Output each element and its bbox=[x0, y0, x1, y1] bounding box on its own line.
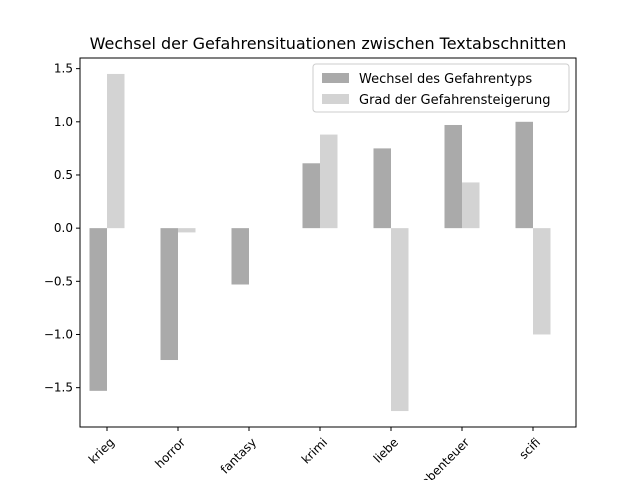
bar-krieg-series-2 bbox=[107, 73, 125, 229]
legend-label-1: Wechsel des Gefahrentyps bbox=[359, 72, 532, 87]
y-axis: −1.5 −1.0 −0.5 0.0 0.5 1.0 1.5 bbox=[44, 62, 80, 395]
y-tick-label: 0.0 bbox=[54, 221, 73, 235]
bar-scifi-series-1 bbox=[515, 121, 533, 229]
bar-krieg-series-1 bbox=[89, 228, 107, 391]
legend-box bbox=[312, 63, 570, 113]
legend-swatch-1 bbox=[322, 73, 349, 83]
bar-scifi-series-2 bbox=[533, 228, 551, 335]
legend-label-2: Grad der Gefahrensteigerung bbox=[359, 93, 550, 108]
bar-liebe-series-1 bbox=[373, 148, 391, 229]
y-tick-label: 1.5 bbox=[54, 62, 73, 76]
bar-horror-series-2 bbox=[178, 228, 196, 233]
x-tick-label-horror: horror bbox=[152, 435, 188, 471]
x-tick-label-krimi: krimi bbox=[299, 435, 330, 466]
x-axis: krieg horror fantasy krimi liebe abenteuer sci… bbox=[86, 427, 543, 480]
y-tick-label: 1.0 bbox=[54, 115, 73, 129]
y-tick-label: −1.0 bbox=[44, 327, 73, 341]
bar-fantasy-series-1 bbox=[231, 228, 249, 285]
x-tick-label-abenteuer: abenteuer bbox=[418, 435, 472, 480]
y-tick-label: 0.5 bbox=[54, 168, 73, 182]
x-tick-label-scifi: scifi bbox=[516, 435, 543, 462]
bars-group bbox=[89, 73, 551, 412]
bar-krimi-series-2 bbox=[320, 134, 338, 229]
bar-horror-series-1 bbox=[160, 228, 178, 361]
chart-title: Wechsel der Gefahrensituationen zwischen… bbox=[90, 34, 567, 53]
x-tick-label-krieg: krieg bbox=[86, 435, 117, 466]
y-tick-label: −0.5 bbox=[44, 274, 73, 288]
x-tick-label-liebe: liebe bbox=[371, 435, 401, 465]
plot-frame bbox=[79, 57, 577, 428]
legend-swatch-2 bbox=[322, 94, 349, 104]
bar-abenteuer-series-2 bbox=[462, 182, 480, 229]
y-tick-label: −1.5 bbox=[44, 381, 73, 395]
bar-krimi-series-1 bbox=[302, 163, 320, 229]
bar-abenteuer-series-1 bbox=[444, 124, 462, 229]
bar-liebe-series-2 bbox=[391, 228, 409, 412]
legend: Wechsel des Gefahrentyps Grad der Gefahre… bbox=[312, 63, 570, 113]
x-tick-label-fantasy: fantasy bbox=[218, 435, 259, 476]
